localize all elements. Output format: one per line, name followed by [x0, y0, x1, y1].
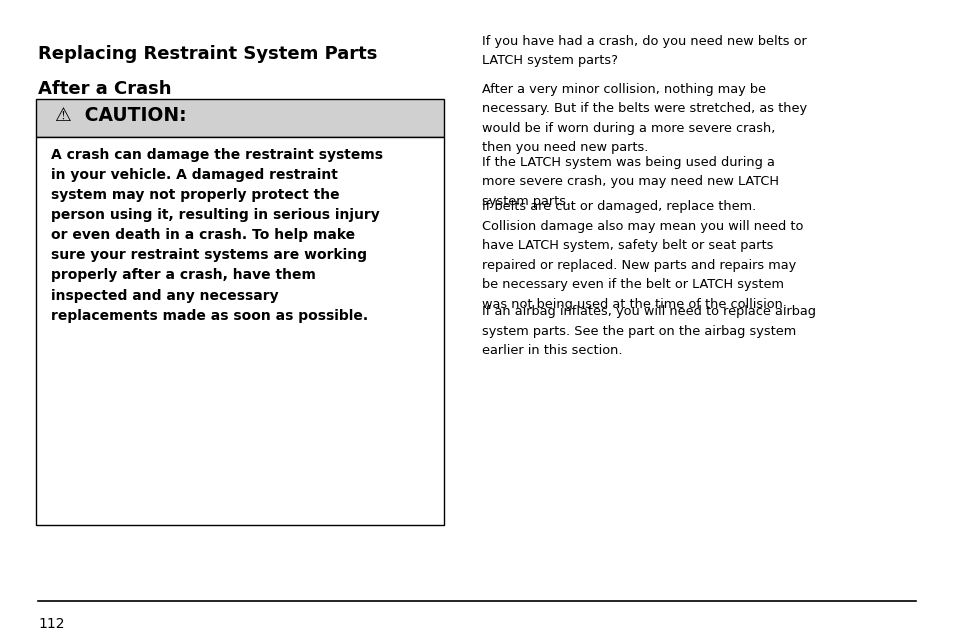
Text: Replacing Restraint System Parts: Replacing Restraint System Parts — [38, 45, 377, 62]
Text: After a Crash: After a Crash — [38, 80, 172, 97]
FancyBboxPatch shape — [36, 137, 443, 525]
Text: After a very minor collision, nothing may be
necessary. But if the belts were st: After a very minor collision, nothing ma… — [481, 83, 806, 154]
Text: If an airbag inflates, you will need to replace airbag
system parts. See the par: If an airbag inflates, you will need to … — [481, 305, 815, 357]
Text: If you have had a crash, do you need new belts or
LATCH system parts?: If you have had a crash, do you need new… — [481, 35, 805, 67]
Text: If belts are cut or damaged, replace them.
Collision damage also may mean you wi: If belts are cut or damaged, replace the… — [481, 200, 802, 311]
Text: A crash can damage the restraint systems
in your vehicle. A damaged restraint
sy: A crash can damage the restraint systems… — [51, 148, 382, 322]
FancyBboxPatch shape — [36, 99, 443, 137]
Text: 112: 112 — [38, 617, 65, 631]
Text: ⚠  CAUTION:: ⚠ CAUTION: — [55, 106, 187, 125]
Text: If the LATCH system was being used during a
more severe crash, you may need new : If the LATCH system was being used durin… — [481, 156, 778, 208]
